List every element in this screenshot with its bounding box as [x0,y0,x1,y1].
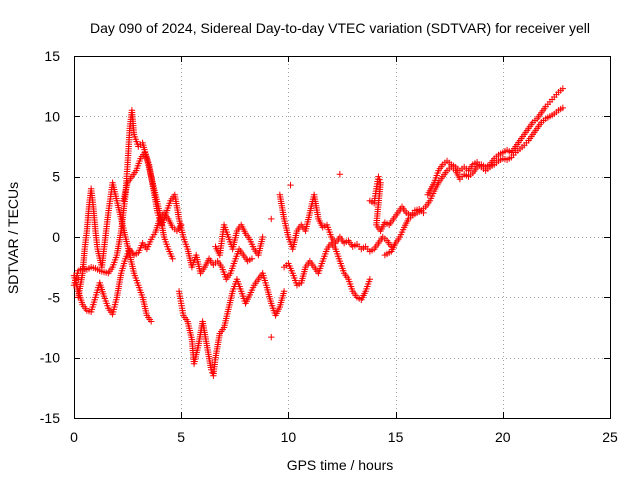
x-tick-labels: 0 5 10 15 20 25 [70,429,618,445]
y-tick-label: -10 [40,350,60,366]
y-tick-marks [74,56,610,419]
series-track-d [120,149,256,283]
data-point [268,333,275,341]
x-tick-label: 10 [281,429,297,445]
y-tick-label: 10 [44,108,60,124]
chart-title: Day 090 of 2024, Sidereal Day-to-day VTE… [90,20,590,36]
x-tick-label: 15 [388,429,404,445]
data-series [70,85,567,379]
data-point [75,276,82,283]
y-axis-label: SDTVAR / TECUs [5,182,21,294]
data-point [366,276,374,283]
y-tick-label: 5 [52,169,60,185]
x-tick-label: 20 [495,429,511,445]
series-track-j [381,85,567,259]
y-tick-label: 0 [52,229,60,245]
data-point [209,369,216,376]
x-tick-label: 5 [177,429,185,445]
y-tick-label: -15 [40,410,60,426]
y-tick-labels: -15 -10 -5 0 5 10 15 [40,48,60,426]
data-point [280,288,288,295]
series-track-c [75,179,155,325]
x-tick-label: 25 [602,429,618,445]
data-point [268,215,275,223]
data-point [559,104,567,112]
data-point [208,366,215,373]
y-tick-label: 15 [44,48,60,64]
y-tick-label: -5 [48,289,61,305]
data-point [147,318,155,325]
data-point [336,171,344,178]
series-track-f [212,221,266,259]
data-point [375,173,382,180]
data-point [376,176,383,183]
data-point [287,181,294,189]
x-tick-label: 0 [70,429,78,445]
data-point [169,255,176,262]
data-point [559,85,567,92]
data-point [248,255,256,262]
series-track-h [276,191,395,255]
series-track-e [175,270,288,379]
series-isolated [75,171,344,341]
x-axis-label: GPS time / hours [287,457,394,473]
data-point [259,233,266,241]
x-tick-marks [74,56,611,418]
series-track-k [424,104,567,198]
